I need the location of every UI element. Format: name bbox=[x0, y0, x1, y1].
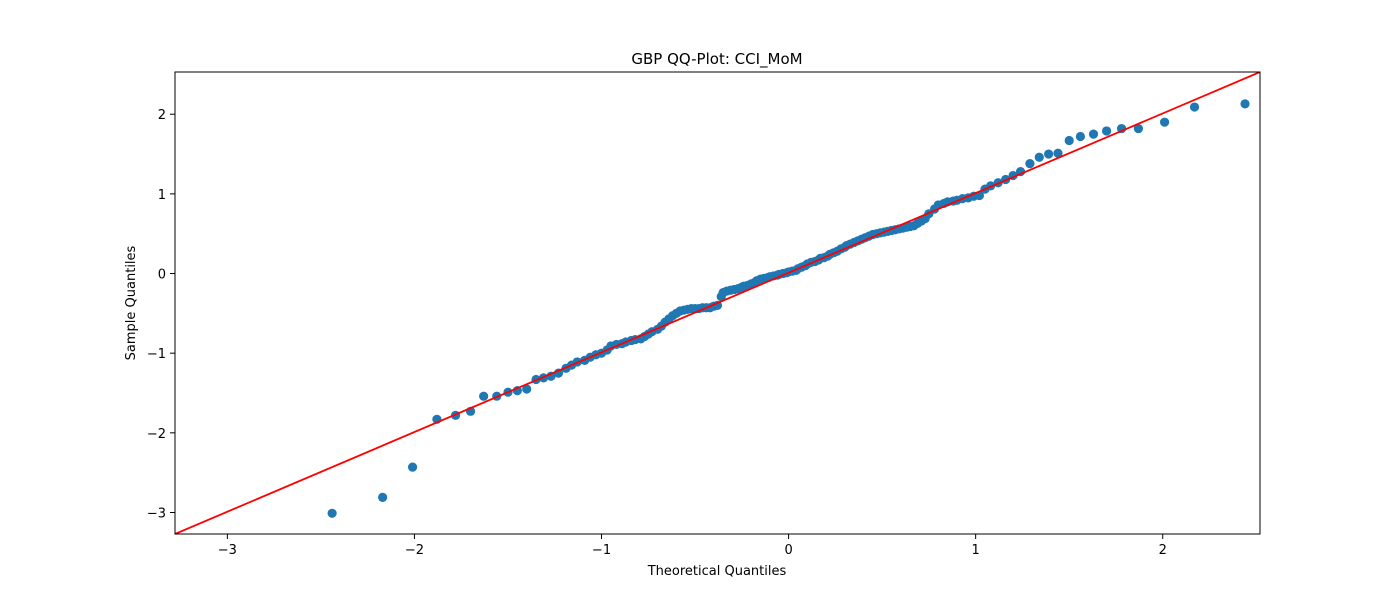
x-axis-label: Theoretical Quantiles bbox=[647, 564, 787, 579]
reference-line bbox=[175, 72, 1260, 534]
data-point bbox=[1075, 131, 1086, 142]
data-point bbox=[1064, 135, 1074, 146]
y-axis-label: Sample Quantiles bbox=[124, 245, 139, 360]
data-point bbox=[522, 384, 532, 394]
chart-title: GBP QQ-Plot: CCI_MoM bbox=[631, 50, 802, 69]
data-point bbox=[1034, 152, 1044, 162]
data-point bbox=[1025, 159, 1035, 169]
x-tick-label: 2 bbox=[1159, 543, 1167, 558]
y-tick-label: 1 bbox=[158, 188, 166, 203]
data-point bbox=[327, 508, 337, 518]
data-point bbox=[1088, 129, 1099, 139]
data-point bbox=[1044, 149, 1054, 159]
data-point bbox=[479, 391, 489, 401]
data-point bbox=[1133, 123, 1144, 134]
plot-frame bbox=[174, 71, 1261, 535]
y-tick-label: −2 bbox=[147, 427, 166, 442]
data-point bbox=[378, 492, 388, 502]
x-tick-label: −3 bbox=[218, 543, 237, 558]
data-point bbox=[1240, 99, 1250, 109]
x-tick-label: 0 bbox=[784, 543, 792, 558]
x-tick-label: 1 bbox=[972, 543, 980, 558]
plot-area: −3 −2 −1 0 1 2 −3 −2 −1 0 1 2 bbox=[147, 71, 1261, 558]
data-point bbox=[407, 462, 418, 472]
y-tick-label: −3 bbox=[147, 506, 166, 521]
data-point bbox=[1189, 102, 1200, 112]
data-point bbox=[1053, 148, 1063, 158]
data-point bbox=[1102, 126, 1112, 136]
x-tick-label: −1 bbox=[592, 543, 611, 558]
x-tick-label: −2 bbox=[405, 543, 424, 558]
y-tick-label: 0 bbox=[158, 268, 166, 283]
y-tick-label: 2 bbox=[158, 108, 166, 123]
data-point bbox=[1159, 117, 1170, 127]
y-tick-label: −1 bbox=[147, 347, 166, 362]
